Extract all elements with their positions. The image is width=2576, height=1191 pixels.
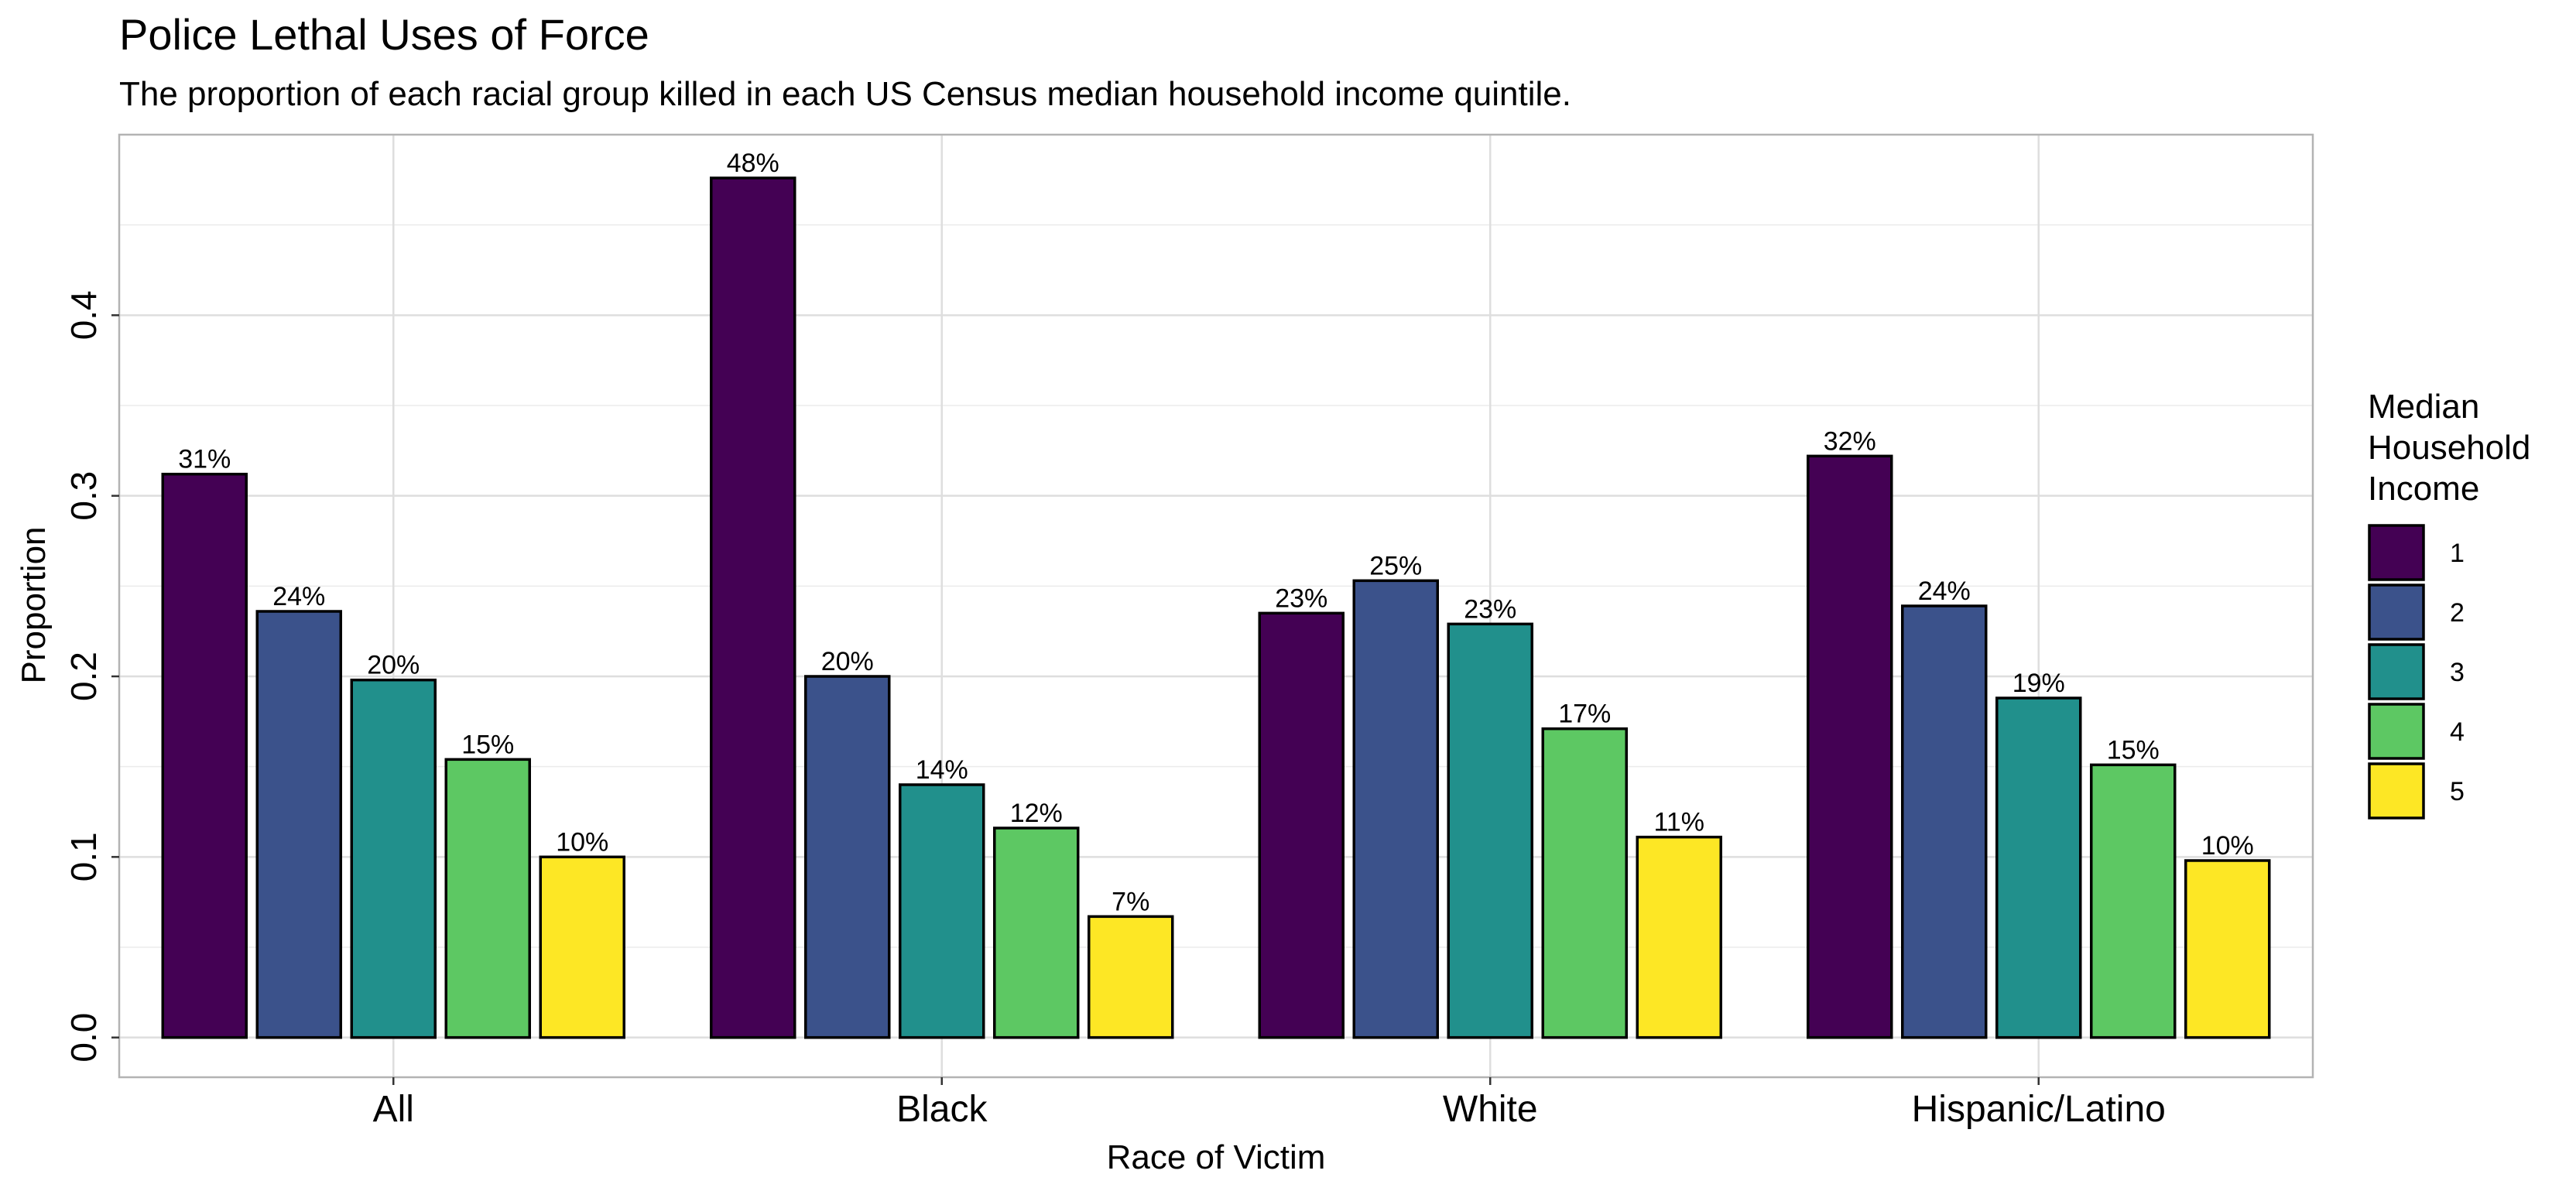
panel-border (118, 133, 2314, 1079)
data-label: 32% (1824, 426, 1876, 456)
data-label: 10% (556, 827, 608, 857)
data-label: 20% (821, 647, 874, 676)
x-tick-label: White (1443, 1089, 1538, 1130)
bar (1088, 915, 1174, 1039)
data-label: 15% (2107, 735, 2160, 765)
data-label: 10% (2201, 831, 2254, 861)
legend-label: 2 (2450, 598, 2465, 628)
bar (1901, 604, 1988, 1039)
bar (1636, 835, 1722, 1039)
chart-subtitle: The proportion of each racial group kill… (119, 75, 1571, 113)
y-tick-label: 0.1 (63, 832, 104, 881)
bar (899, 783, 985, 1039)
bar (1258, 611, 1345, 1039)
bar (1447, 622, 1533, 1039)
y-tick-label: 0.4 (63, 290, 104, 340)
data-label: 23% (1275, 584, 1327, 613)
legend-key (2368, 703, 2425, 760)
legend-title-line: Household (2368, 429, 2530, 467)
data-label: 12% (1010, 799, 1063, 828)
y-tick-label: 0.2 (63, 652, 104, 701)
bar (2184, 859, 2271, 1039)
y-axis-title: Proportion (15, 526, 53, 683)
x-tick-label: All (373, 1089, 414, 1130)
bar (2090, 763, 2177, 1039)
data-label: 31% (178, 445, 231, 474)
data-label: 24% (1918, 577, 1971, 606)
x-tick-label: Hispanic/Latino (1912, 1089, 2166, 1130)
bar (993, 827, 1080, 1039)
data-label: 19% (2012, 669, 2065, 698)
x-axis-title: Race of Victim (1107, 1138, 1326, 1176)
legend-key (2368, 524, 2425, 581)
y-tick-label: 0.0 (63, 1013, 104, 1063)
bar (1807, 454, 1893, 1039)
data-label: 20% (367, 651, 420, 680)
legend-label: 1 (2450, 539, 2465, 568)
legend-label: 3 (2450, 658, 2465, 687)
legend-label: 5 (2450, 777, 2465, 806)
legend-key (2368, 584, 2425, 641)
bar (161, 472, 248, 1039)
bar (255, 610, 342, 1039)
chart-title: Police Lethal Uses of Force (119, 10, 649, 59)
data-label: 23% (1464, 594, 1516, 624)
bar (1995, 696, 2082, 1039)
bar (1541, 727, 1628, 1039)
data-label: 24% (272, 582, 325, 611)
x-tick-label: Black (896, 1089, 988, 1130)
legend-label: 4 (2450, 717, 2465, 747)
y-tick-label: 0.3 (63, 471, 104, 521)
bar (710, 176, 796, 1039)
legend-key (2368, 643, 2425, 700)
data-label: 14% (916, 755, 968, 785)
legend-key (2368, 762, 2425, 820)
axes: 0.0 0.1 0.2 0.3 0.4 All Black White Hispanic/Lat… (63, 133, 2314, 1130)
legend-title-line: Income (2368, 470, 2479, 508)
data-label: 25% (1369, 551, 1422, 580)
bars: 31% 48% 23% 32% 24% 20% 25% 24% 20% 14% 23% 19% 15% 1… (161, 149, 2271, 1039)
data-label: 17% (1558, 700, 1611, 729)
data-label: 15% (461, 730, 514, 759)
bar (1352, 579, 1439, 1039)
data-label: 7% (1112, 887, 1149, 916)
bar (444, 758, 531, 1039)
bar (804, 675, 891, 1039)
data-label: 48% (727, 149, 779, 178)
data-label: 11% (1653, 808, 1704, 837)
bar (539, 855, 625, 1039)
legend-title-line: Median (2368, 388, 2479, 426)
bar (350, 678, 437, 1039)
